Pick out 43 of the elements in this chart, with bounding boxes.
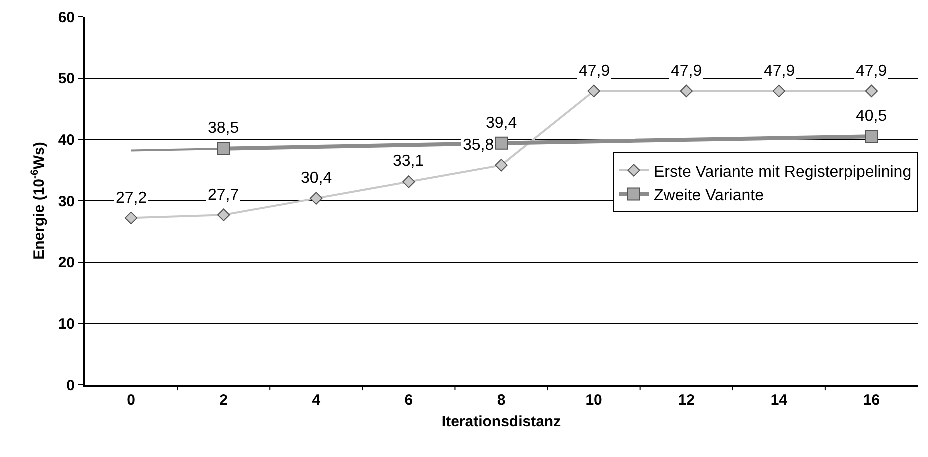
x-tick-label: 6 <box>404 392 414 409</box>
data-label: 47,9 <box>579 63 610 80</box>
data-label: 47,9 <box>764 63 796 80</box>
y-tick-label: 50 <box>58 70 75 88</box>
x-tick-label: 16 <box>863 392 880 409</box>
point <box>865 84 878 98</box>
point <box>124 212 138 225</box>
point <box>495 159 508 172</box>
legend-label: Erste Variante mit Registerpipelining <box>654 164 912 181</box>
data-label: 39,4 <box>486 115 518 132</box>
point <box>588 84 600 98</box>
y-tick-label: 10 <box>58 316 75 333</box>
data-label: 47,9 <box>856 63 888 80</box>
y-tick-label: 0 <box>66 377 75 394</box>
data-label: 47,9 <box>671 63 702 80</box>
point <box>680 84 693 98</box>
point <box>402 176 416 188</box>
x-tick-label: 14 <box>770 392 788 409</box>
x-tick-label: 10 <box>586 392 602 409</box>
data-label: 40,5 <box>856 108 888 125</box>
point <box>310 192 323 205</box>
y-tick-label: 60 <box>58 9 75 26</box>
data-label: 38,5 <box>208 120 240 137</box>
data-label: 35,8 <box>463 137 494 154</box>
point <box>217 142 230 156</box>
y-tick-label: 40 <box>58 132 75 149</box>
data-label: 33,1 <box>393 153 424 170</box>
data-label: 30,4 <box>301 170 332 187</box>
y-tick-label: 30 <box>58 193 75 210</box>
x-tick-label: 8 <box>497 392 506 409</box>
point <box>217 208 230 222</box>
x-axis-title: Iterationsdistanz <box>442 414 562 430</box>
point <box>495 136 508 150</box>
y-tick-label: 20 <box>58 254 75 272</box>
x-tick-label: 2 <box>220 392 228 409</box>
x-tick-label: 12 <box>678 392 695 409</box>
data-label: 27,2 <box>116 190 148 207</box>
x-tick-label: 4 <box>312 392 322 409</box>
point <box>772 84 786 98</box>
x-tick-label: 0 <box>127 392 136 409</box>
legend-label: Zweite Variante <box>654 188 764 205</box>
data-label: 27,7 <box>208 187 240 204</box>
point <box>865 130 878 144</box>
